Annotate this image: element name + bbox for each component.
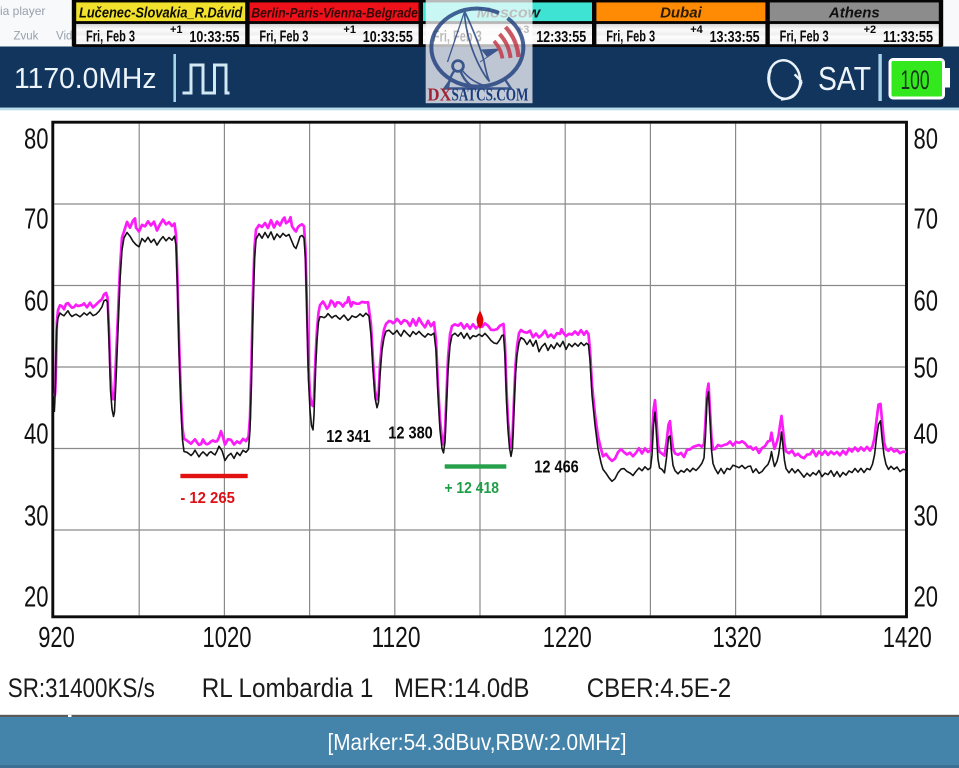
svg-text:70: 70 bbox=[914, 203, 939, 235]
svg-text:Fri, Feb 3: Fri, Feb 3 bbox=[606, 29, 655, 46]
svg-text:1020: 1020 bbox=[203, 622, 252, 654]
svg-text:40: 40 bbox=[914, 418, 939, 450]
svg-text:920: 920 bbox=[38, 622, 75, 654]
svg-text:80: 80 bbox=[914, 123, 939, 155]
svg-text:+2: +2 bbox=[864, 24, 877, 36]
svg-text:Lučenec-Slovakia_R.Dávid: Lučenec-Slovakia_R.Dávid bbox=[79, 5, 243, 22]
svg-text:60: 60 bbox=[914, 285, 939, 317]
svg-text:40: 40 bbox=[24, 418, 49, 450]
svg-text:Fri, Feb 3: Fri, Feb 3 bbox=[780, 29, 829, 46]
svg-text:ia player: ia player bbox=[0, 4, 45, 18]
svg-text:Dubai: Dubai bbox=[660, 5, 703, 22]
svg-text:1420: 1420 bbox=[883, 622, 932, 654]
svg-text:Athens: Athens bbox=[828, 5, 880, 22]
svg-text:CBER:4.5E-2: CBER:4.5E-2 bbox=[587, 673, 732, 703]
svg-text:1120: 1120 bbox=[372, 622, 421, 654]
svg-text:1320: 1320 bbox=[713, 622, 762, 654]
svg-text:12 466: 12 466 bbox=[534, 457, 579, 477]
svg-text:100: 100 bbox=[901, 65, 930, 95]
svg-text:50: 50 bbox=[914, 352, 939, 384]
svg-text:+1: +1 bbox=[343, 24, 356, 36]
svg-text:80: 80 bbox=[24, 123, 49, 155]
svg-text:Zvuk: Zvuk bbox=[14, 31, 39, 43]
svg-text:SATCS.COM: SATCS.COM bbox=[452, 85, 529, 105]
svg-text:DX: DX bbox=[428, 85, 452, 105]
svg-text:+1: +1 bbox=[170, 24, 183, 36]
svg-text:11:33:55: 11:33:55 bbox=[883, 29, 933, 46]
svg-text:70: 70 bbox=[24, 203, 49, 235]
svg-text:SR:31400KS/s: SR:31400KS/s bbox=[8, 673, 155, 703]
svg-text:Fri, Feb 3: Fri, Feb 3 bbox=[86, 29, 135, 46]
svg-text:Fri, Feb 3: Fri, Feb 3 bbox=[259, 29, 308, 46]
svg-text:RL Lombardia 1: RL Lombardia 1 bbox=[202, 673, 374, 703]
svg-text:12 341: 12 341 bbox=[326, 426, 371, 446]
svg-text:50: 50 bbox=[24, 352, 49, 384]
svg-text:20: 20 bbox=[24, 581, 49, 613]
svg-text:1170.0MHz: 1170.0MHz bbox=[14, 63, 157, 95]
svg-text:+ 12 418: + 12 418 bbox=[444, 480, 499, 497]
svg-text:20: 20 bbox=[914, 581, 939, 613]
svg-text:1220: 1220 bbox=[543, 622, 592, 654]
svg-text:MER:14.0dB: MER:14.0dB bbox=[394, 673, 529, 703]
svg-text:- 12 265: - 12 265 bbox=[180, 490, 235, 507]
svg-text:[Marker:54.3dBuv,RBW:2.0MHz]: [Marker:54.3dBuv,RBW:2.0MHz] bbox=[328, 729, 627, 755]
svg-text:+4: +4 bbox=[690, 24, 703, 36]
svg-text:10:33:55: 10:33:55 bbox=[363, 29, 413, 46]
svg-text:12:33:55: 12:33:55 bbox=[536, 29, 586, 46]
svg-text:30: 30 bbox=[24, 500, 49, 532]
svg-text:30: 30 bbox=[914, 500, 939, 532]
svg-text:60: 60 bbox=[24, 285, 49, 317]
svg-text:12 380: 12 380 bbox=[388, 423, 433, 443]
svg-text:13:33:55: 13:33:55 bbox=[710, 29, 760, 46]
svg-text:10:33:55: 10:33:55 bbox=[189, 29, 239, 46]
svg-text:Berlin-Paris-Vienna-Belgrade: Berlin-Paris-Vienna-Belgrade bbox=[251, 5, 418, 21]
svg-text:SAT: SAT bbox=[818, 60, 871, 97]
